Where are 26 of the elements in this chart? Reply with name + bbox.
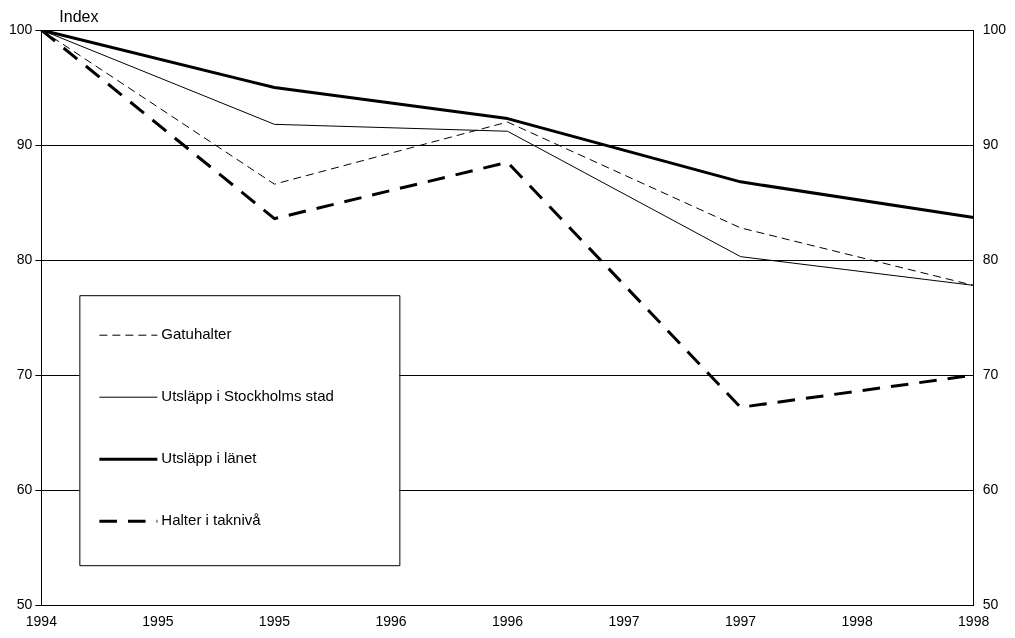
legend-label: Halter i taknivå [161, 511, 262, 529]
x-tick-label: 1997 [724, 613, 757, 630]
y2-tick-label: 90 [982, 135, 999, 152]
y2-tick-label: 50 [982, 596, 999, 613]
x-tick-label: 1998 [841, 613, 873, 630]
y2-tick-label: 100 [982, 20, 1007, 37]
x-tick-label: 1995 [258, 613, 291, 630]
y-tick-label: 70 [16, 365, 33, 382]
y-tick-label: 90 [16, 135, 33, 152]
y-axis-title: Index [59, 8, 99, 26]
y-tick-label: 50 [16, 596, 33, 613]
x-tick-label: 1994 [25, 613, 58, 630]
x-tick-label: 1998 [958, 613, 990, 630]
x-tick-label: 1996 [375, 613, 407, 630]
x-tick-label: 1997 [608, 613, 640, 630]
legend-label: Utsläpp i länet [161, 449, 258, 467]
legend-label: Gatuhalter [161, 325, 232, 343]
y-tick-label: 60 [16, 481, 33, 498]
y2-tick-label: 80 [982, 250, 999, 267]
x-tick-label: 1996 [491, 613, 524, 630]
legend-label: Utsläpp i Stockholms stad [161, 387, 334, 405]
y-tick-label: 80 [16, 250, 33, 267]
y2-tick-label: 70 [982, 365, 999, 382]
y-tick-label: 100 [9, 20, 33, 37]
y2-tick-label: 60 [982, 481, 999, 498]
x-tick-label: 1995 [142, 613, 174, 630]
